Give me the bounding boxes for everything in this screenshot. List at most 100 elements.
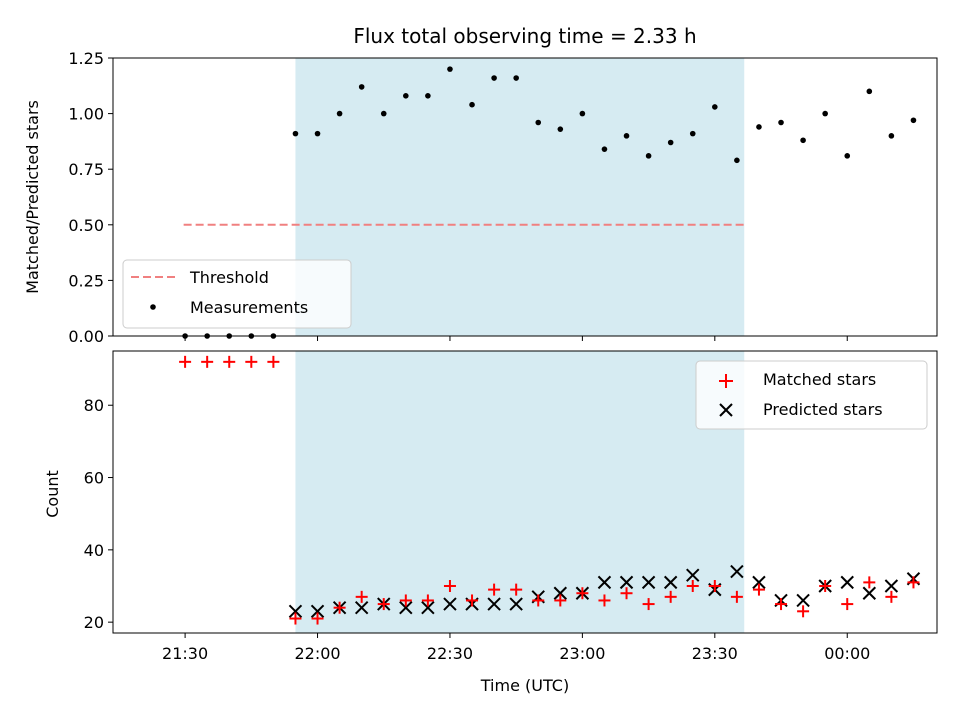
matched-stars-point <box>686 580 699 592</box>
legend-measurements-swatch <box>150 304 156 310</box>
measurement-point <box>579 110 586 117</box>
predicted-stars-point <box>399 600 413 615</box>
matched-stars-point <box>311 612 324 625</box>
measurement-point <box>425 93 431 99</box>
matched-stars-point <box>907 576 920 589</box>
matched-stars-point <box>223 355 236 368</box>
measurement-points <box>182 66 917 339</box>
predicted-stars-point <box>752 575 766 590</box>
count-x-tick-label: 22:00 <box>294 644 340 663</box>
matched-stars-point <box>289 612 302 625</box>
count-legend-box <box>695 360 928 430</box>
predicted-stars-point <box>487 597 501 611</box>
measurement-point <box>623 133 630 139</box>
predicted-stars-point <box>796 593 810 608</box>
matched-stars-point <box>708 580 721 592</box>
ratio-legend: Threshold Measurements <box>122 259 352 329</box>
predicted-stars-point <box>288 604 303 619</box>
matched-stars-point <box>532 594 545 607</box>
predicted-stars-point <box>553 586 568 600</box>
measurement-point <box>667 139 674 146</box>
legend-predicted-swatch <box>719 403 733 417</box>
matched-stars-point <box>620 587 633 600</box>
ratio-observing-window <box>295 58 745 336</box>
count-y-tick-label: 40 <box>84 541 104 560</box>
ratio-y-tick-label: 0.00 <box>68 327 104 346</box>
matched-stars-point <box>201 355 214 368</box>
ratio-x-ticks <box>184 336 848 341</box>
measurement-point <box>645 153 652 159</box>
measurement-point <box>447 66 453 72</box>
measurement-point <box>491 75 497 81</box>
legend-matched-label: Matched stars <box>763 370 876 389</box>
ratio-y-tick-label: 0.75 <box>68 160 104 179</box>
count-x-tick-label: 22:30 <box>427 644 473 663</box>
measurement-point <box>403 93 409 99</box>
matched-stars-point <box>179 355 192 368</box>
matched-stars-point <box>554 594 567 607</box>
ratio-y-tick-label: 1.25 <box>68 49 104 68</box>
predicted-stars-point <box>884 579 899 593</box>
ratio-y-axis-label: Matched/Predicted stars <box>23 100 42 294</box>
matched-stars-point <box>576 587 589 600</box>
matched-stars-point <box>642 598 655 611</box>
count-x-tick-label: 23:00 <box>559 644 605 663</box>
matched-stars-point <box>598 594 611 607</box>
count-x-ticks: 21:30 22:00 22:30 23:00 23:30 00:00 <box>162 633 870 663</box>
measurement-point <box>314 130 321 137</box>
count-y-tick-label: 80 <box>84 396 104 415</box>
predicted-stars-point <box>862 586 877 600</box>
matched-stars-point <box>443 580 456 592</box>
matched-stars-point <box>819 580 832 592</box>
count-axes-frame <box>112 350 938 634</box>
predicted-stars-point <box>730 564 744 579</box>
predicted-stars-point <box>421 600 435 615</box>
predicted-stars-point <box>663 575 678 590</box>
matched-stars-point <box>752 583 765 596</box>
measurement-point <box>778 119 784 126</box>
matched-stars-point <box>730 590 743 603</box>
count-legend: Matched stars Predicted stars <box>695 360 928 430</box>
measurement-point <box>822 110 828 117</box>
predicted-stars-point <box>686 568 700 582</box>
matched-stars-point <box>863 576 876 589</box>
measurement-point <box>712 104 718 110</box>
ratio-legend-box <box>122 259 352 329</box>
measurement-point <box>888 133 895 139</box>
predicted-stars-point <box>509 597 523 611</box>
matched-stars-point <box>885 590 898 603</box>
measurement-point <box>601 146 608 152</box>
legend-threshold-label: Threshold <box>189 268 269 287</box>
x-axis-label: Time (UTC) <box>480 676 569 695</box>
predicted-stars-point <box>840 575 854 590</box>
count-x-tick-label: 23:30 <box>692 644 738 663</box>
legend-predicted-label: Predicted stars <box>763 400 883 419</box>
predicted-stars-point <box>641 575 656 590</box>
count-observing-window <box>295 351 745 633</box>
count-y-axis-label: Count <box>43 470 62 518</box>
measurement-point <box>336 110 343 117</box>
measurement-point <box>734 157 740 164</box>
predicted-stars-point <box>310 604 325 619</box>
matched-stars-point <box>333 601 346 614</box>
measurement-point <box>535 119 542 126</box>
matched-stars-point <box>488 583 501 596</box>
measurement-point <box>469 101 475 108</box>
measurement-point <box>292 130 299 137</box>
matched-stars-point <box>775 598 788 611</box>
ratio-y-tick-label: 0.50 <box>68 216 104 235</box>
matched-stars-point <box>510 583 523 596</box>
legend-matched-swatch <box>719 374 733 388</box>
matched-stars-point <box>399 594 412 607</box>
measurement-point <box>513 75 519 81</box>
predicted-stars-point <box>619 575 634 590</box>
legend-measurements-label: Measurements <box>190 298 308 317</box>
measurement-point <box>358 84 365 90</box>
predicted-stars-point <box>354 600 369 615</box>
matched-stars-point <box>466 594 479 607</box>
matched-stars-point <box>355 590 368 603</box>
matched-stars-point <box>841 598 854 611</box>
matched-stars-points <box>179 355 920 625</box>
